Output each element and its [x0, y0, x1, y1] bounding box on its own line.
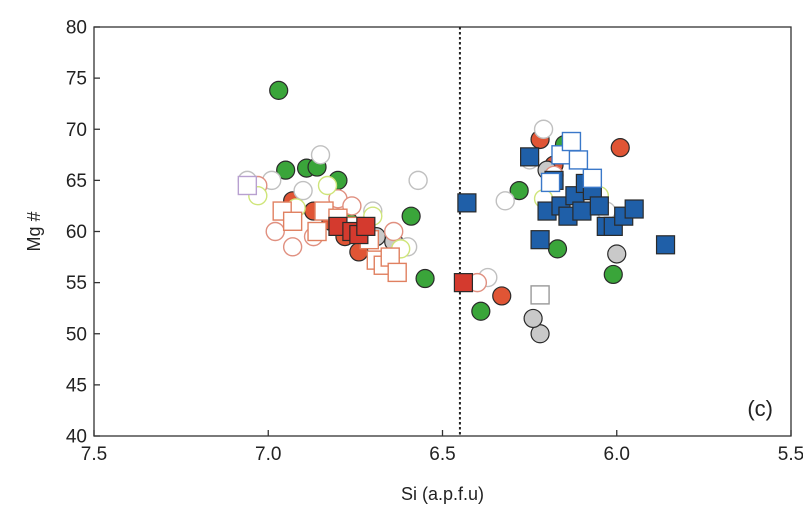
data-point-circle [509, 181, 529, 201]
data-point-circle [276, 160, 296, 180]
data-point-circle [310, 145, 331, 165]
data-point-circle [533, 119, 554, 139]
data-point-square [237, 175, 258, 196]
data-point-circle [269, 80, 289, 100]
data-point-square [568, 150, 589, 170]
data-point-square [387, 262, 407, 283]
data-point-circle [408, 170, 428, 191]
y-tick-label: 45 [66, 375, 87, 396]
data-point-circle [384, 221, 404, 242]
data-point-square [582, 168, 603, 189]
data-point-square [282, 211, 303, 231]
data-point-circle [265, 221, 285, 242]
y-tick-label: 80 [66, 18, 87, 39]
data-point-circle [317, 175, 338, 196]
y-tick-label: 50 [66, 324, 87, 345]
data-point-square [572, 201, 592, 221]
data-point-square [561, 131, 582, 152]
x-tick-label: 5.5 [778, 444, 803, 465]
data-point-square [655, 235, 676, 255]
axes: 7.5 7.0 6.5 6.0 5.5 40 45 50 55 60 65 70 75 80 [66, 18, 803, 466]
data-point-square [530, 230, 550, 250]
x-tick-label: 7.0 [255, 444, 281, 465]
data-point-square [307, 221, 327, 242]
plot-area [93, 26, 792, 437]
y-tick-label: 40 [66, 427, 87, 448]
data-point-circle [415, 268, 435, 289]
data-point-circle [492, 286, 512, 306]
data-point-square [453, 273, 474, 293]
data-point-square [457, 193, 477, 213]
data-point-circle [603, 264, 623, 285]
x-tick-label: 6.0 [604, 444, 630, 465]
data-point-circle [607, 244, 627, 264]
data-point-square [520, 147, 540, 167]
data-point-square [530, 285, 550, 305]
y-tick-label: 75 [66, 69, 87, 90]
data-point-circle [293, 180, 313, 201]
data-point-square [540, 172, 561, 193]
y-tick-label: 55 [66, 273, 87, 294]
data-point-circle [547, 239, 568, 259]
data-point-circle [523, 308, 543, 329]
data-point-circle [610, 138, 630, 158]
x-tick-label: 6.5 [429, 444, 455, 465]
x-axis-title: Si (a.p.f.u) [401, 484, 484, 504]
data-point-circle [471, 301, 491, 321]
y-tick-label: 70 [66, 120, 87, 141]
data-point-square [356, 216, 376, 236]
data-point-circle [401, 206, 421, 226]
y-axis-title: Mg # [24, 211, 44, 251]
data-point-circle [282, 237, 303, 257]
data-point-circle [495, 191, 515, 211]
plot-frame [93, 26, 792, 437]
x-tick-label: 7.5 [81, 444, 107, 465]
data-point-square [589, 196, 609, 216]
y-tick-label: 65 [66, 171, 87, 192]
panel-label: (c) [747, 396, 773, 421]
data-point-square [624, 199, 644, 219]
y-tick-label: 60 [66, 222, 87, 243]
data-points [237, 80, 676, 344]
